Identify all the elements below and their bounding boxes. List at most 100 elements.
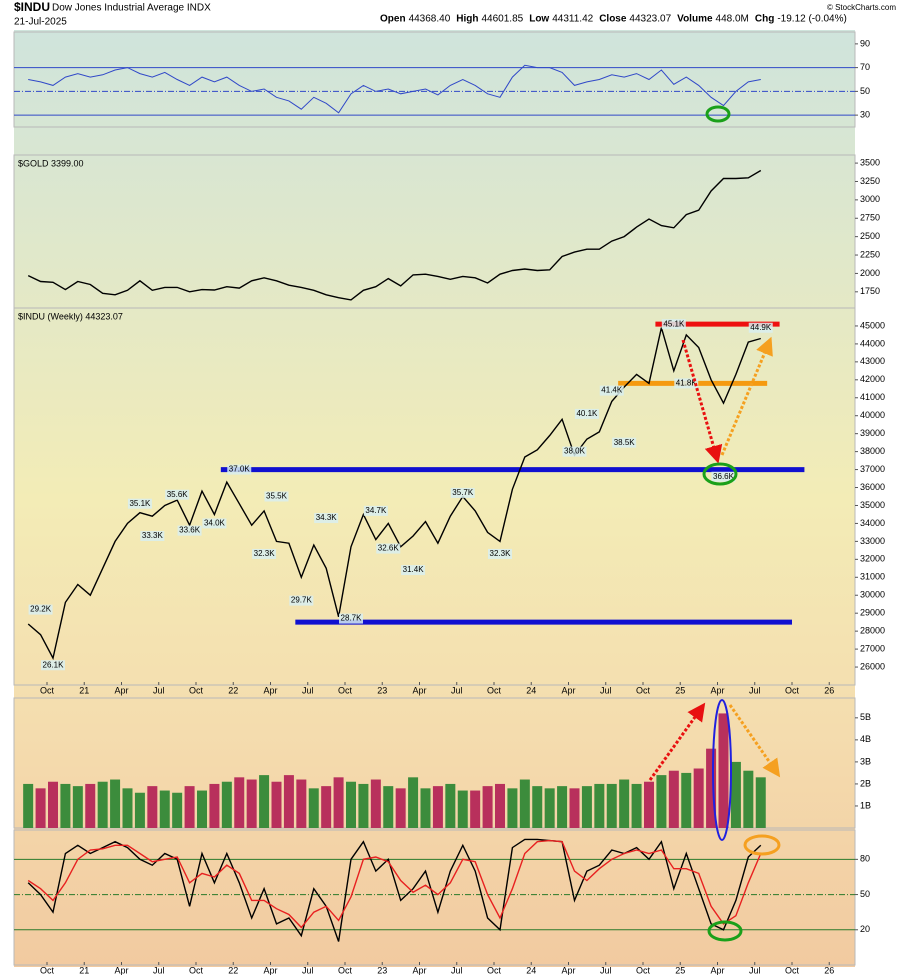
volume-bar [234, 777, 245, 828]
volume-bar [221, 781, 232, 828]
volume-bar [644, 781, 654, 828]
arrow [648, 702, 706, 781]
annotation-box [339, 613, 363, 624]
volume-bar [23, 783, 34, 828]
annotation: 45.1K [663, 319, 685, 328]
x-tick-label: Jul [153, 965, 165, 975]
quote-value: -19.12 (-0.04%) [777, 14, 846, 25]
drawings [648, 105, 781, 942]
quote-value: 44601.85 [482, 14, 524, 25]
x-tick-label: Oct [487, 685, 502, 695]
quote-label: High [456, 14, 478, 25]
x-tick-label: 25 [675, 685, 685, 695]
series-line [28, 64, 761, 114]
volume-bar [60, 783, 71, 828]
x-tick-label: 23 [377, 965, 387, 975]
volume-bar [569, 788, 580, 828]
annotation-box [41, 660, 65, 671]
annotation-box [488, 548, 512, 559]
x-tick-label: 22 [228, 965, 238, 975]
annotation: 26.1K [43, 660, 65, 669]
quote-label: Volume [677, 14, 713, 25]
volume-bar [730, 761, 741, 828]
x-tick-label: 23 [377, 685, 387, 695]
x-tick-label: Oct [189, 685, 204, 695]
series-line [27, 839, 762, 929]
y-tick-label: 34000 [860, 518, 885, 528]
volume-bar [321, 786, 332, 828]
highlight-ellipse [743, 834, 781, 856]
y-tick-label: 36000 [860, 482, 885, 492]
volume-bar [110, 779, 121, 828]
annotation-box [612, 437, 637, 448]
x-tick-label: Jul [600, 685, 612, 695]
highlight-ellipse [702, 462, 738, 486]
y-tick-label: 30 [860, 110, 870, 120]
annotation: 38.5K [614, 438, 636, 447]
symbol: $INDU [14, 0, 50, 14]
volume-bar [246, 779, 257, 828]
x-tick-label: Oct [487, 965, 502, 975]
volume-bar [259, 775, 270, 828]
x-tick-label: Oct [636, 965, 651, 975]
y-tick-label: 2000 [860, 268, 880, 278]
x-tick-label: Jul [600, 965, 612, 975]
annotation-box [450, 487, 475, 498]
y-tick-label: 42000 [860, 374, 885, 384]
quote-label: Open [380, 14, 406, 25]
x-tick-label: Oct [40, 685, 55, 695]
quote-value: 448.0M [716, 14, 749, 25]
annotation-box [202, 518, 227, 529]
volume-bar [147, 786, 158, 828]
volume-bar [656, 775, 667, 828]
annotation: 29.2K [30, 605, 52, 614]
series-line [27, 327, 761, 661]
x-tick-label: Apr [263, 965, 277, 975]
volume-bar [271, 781, 282, 828]
quote-label: Close [599, 14, 627, 25]
volume-bar [544, 788, 555, 828]
volume-bar [296, 779, 307, 828]
annotation-box [562, 446, 587, 457]
source: © StockCharts.com [827, 3, 896, 12]
x-tick-label: Oct [785, 685, 800, 695]
volume-bar [718, 713, 729, 828]
y-tick-label: 35000 [860, 500, 885, 510]
y-tick-label: 40000 [860, 410, 885, 420]
y-tick-label: 27000 [860, 643, 885, 653]
volume-bar [395, 788, 406, 828]
volume-bar [184, 786, 195, 828]
x-tick-label: Apr [710, 965, 724, 975]
y-tick-label: 2500 [860, 231, 880, 241]
volume-bar [159, 790, 170, 828]
annotation: 44.9K [750, 323, 772, 332]
panel-label: $GOLD 3399.00 [18, 158, 84, 168]
annotation-box [363, 505, 388, 516]
y-tick-label: 4B [860, 734, 871, 744]
x-tick-label: Apr [710, 685, 724, 695]
annotation: 35.6K [167, 490, 189, 499]
x-tick-label: Jul [749, 965, 761, 975]
annotation-box [165, 489, 190, 500]
volume-bar [532, 786, 543, 828]
y-tick-label: 2750 [860, 213, 880, 223]
annotation-box [127, 498, 152, 509]
panel-border [13, 307, 856, 686]
annotation: 36.6K [713, 472, 735, 481]
highlight-ellipse [707, 920, 743, 942]
symbol-name: Dow Jones Industrial Average INDX [52, 3, 211, 14]
highlight-ellipse [712, 699, 732, 841]
x-tick-label: Apr [412, 965, 426, 975]
x-tick-label: Oct [189, 965, 204, 975]
panel-border [13, 829, 856, 966]
y-tick-label: 37000 [860, 464, 885, 474]
y-tick-label: 41000 [860, 392, 885, 402]
annotation-box [314, 513, 339, 524]
volume-bar [681, 772, 692, 828]
y-tick-label: 80 [860, 854, 870, 864]
x-tick-label: Jul [302, 965, 314, 975]
x-tick-label: 25 [675, 965, 685, 975]
y-tick-label: 3500 [860, 157, 880, 167]
